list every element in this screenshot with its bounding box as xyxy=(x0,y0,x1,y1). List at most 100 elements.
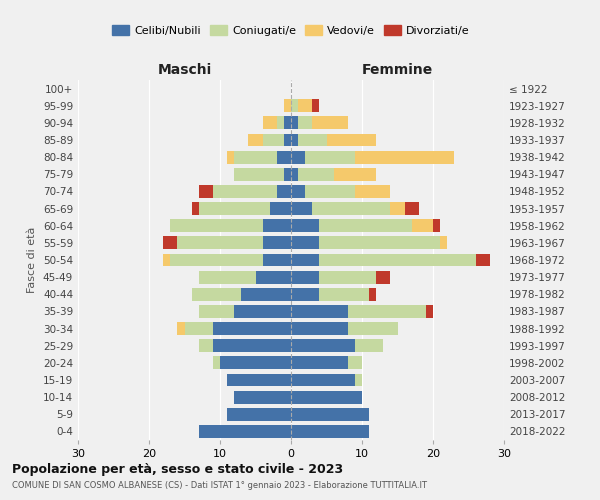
Bar xyxy=(263,236,291,250)
Bar xyxy=(213,356,220,370)
Bar xyxy=(234,390,291,404)
Bar xyxy=(291,374,355,386)
Bar xyxy=(213,322,291,335)
Bar xyxy=(256,270,291,283)
Bar xyxy=(178,236,263,250)
Bar xyxy=(170,220,263,232)
Text: Maschi: Maschi xyxy=(157,62,212,76)
Bar xyxy=(291,100,298,112)
Bar xyxy=(263,254,291,266)
Bar xyxy=(291,288,319,300)
Bar xyxy=(348,356,362,370)
Bar xyxy=(277,150,291,164)
Bar xyxy=(298,116,313,130)
Bar xyxy=(191,202,199,215)
Bar xyxy=(248,134,263,146)
Bar xyxy=(355,374,362,386)
Bar xyxy=(234,168,284,180)
Bar xyxy=(433,220,440,232)
Bar xyxy=(313,100,319,112)
Bar xyxy=(412,220,433,232)
Bar xyxy=(227,408,291,420)
Bar xyxy=(348,305,426,318)
Bar xyxy=(348,322,398,335)
Bar xyxy=(170,254,263,266)
Bar xyxy=(291,340,355,352)
Bar xyxy=(319,288,369,300)
Bar xyxy=(291,236,319,250)
Bar xyxy=(291,134,298,146)
Bar xyxy=(284,100,291,112)
Bar xyxy=(291,185,305,198)
Bar xyxy=(163,236,178,250)
Bar xyxy=(220,356,291,370)
Bar xyxy=(305,150,355,164)
Bar xyxy=(391,202,404,215)
Bar xyxy=(291,220,319,232)
Bar xyxy=(227,374,291,386)
Bar xyxy=(291,270,319,283)
Bar xyxy=(163,254,170,266)
Bar xyxy=(199,340,213,352)
Bar xyxy=(199,425,291,438)
Bar xyxy=(234,305,291,318)
Bar xyxy=(291,305,348,318)
Bar xyxy=(334,168,376,180)
Bar xyxy=(234,150,277,164)
Bar xyxy=(298,100,313,112)
Bar xyxy=(291,356,348,370)
Bar xyxy=(263,116,277,130)
Bar xyxy=(355,185,391,198)
Bar xyxy=(319,254,476,266)
Bar xyxy=(241,288,291,300)
Bar xyxy=(313,202,391,215)
Bar xyxy=(319,236,440,250)
Legend: Celibi/Nubili, Coniugati/e, Vedovi/e, Divorziati/e: Celibi/Nubili, Coniugati/e, Vedovi/e, Di… xyxy=(108,21,474,40)
Bar xyxy=(298,134,326,146)
Bar xyxy=(263,134,284,146)
Bar xyxy=(404,202,419,215)
Bar xyxy=(284,134,291,146)
Bar xyxy=(440,236,447,250)
Bar xyxy=(199,270,256,283)
Bar xyxy=(178,322,185,335)
Bar xyxy=(284,116,291,130)
Bar xyxy=(291,202,313,215)
Bar xyxy=(426,305,433,318)
Bar xyxy=(313,116,348,130)
Bar xyxy=(199,202,270,215)
Bar xyxy=(199,185,213,198)
Bar xyxy=(291,408,369,420)
Bar xyxy=(319,270,376,283)
Bar xyxy=(291,322,348,335)
Text: Popolazione per età, sesso e stato civile - 2023: Popolazione per età, sesso e stato civil… xyxy=(12,462,343,475)
Bar xyxy=(277,185,291,198)
Bar xyxy=(355,340,383,352)
Bar xyxy=(291,116,298,130)
Bar xyxy=(476,254,490,266)
Bar xyxy=(291,168,298,180)
Bar xyxy=(291,390,362,404)
Text: Femmine: Femmine xyxy=(362,62,433,76)
Bar xyxy=(191,288,241,300)
Bar xyxy=(319,220,412,232)
Bar xyxy=(284,168,291,180)
Bar xyxy=(369,288,376,300)
Bar xyxy=(291,254,319,266)
Bar xyxy=(199,305,234,318)
Bar xyxy=(291,425,369,438)
Bar xyxy=(213,185,277,198)
Bar xyxy=(305,185,355,198)
Bar xyxy=(298,168,334,180)
Y-axis label: Fasce di età: Fasce di età xyxy=(28,227,37,293)
Bar xyxy=(277,116,284,130)
Bar xyxy=(355,150,454,164)
Bar xyxy=(185,322,213,335)
Bar xyxy=(326,134,376,146)
Bar xyxy=(213,340,291,352)
Text: COMUNE DI SAN COSMO ALBANESE (CS) - Dati ISTAT 1° gennaio 2023 - Elaborazione TU: COMUNE DI SAN COSMO ALBANESE (CS) - Dati… xyxy=(12,481,427,490)
Bar xyxy=(227,150,234,164)
Bar xyxy=(263,220,291,232)
Bar xyxy=(376,270,391,283)
Bar xyxy=(291,150,305,164)
